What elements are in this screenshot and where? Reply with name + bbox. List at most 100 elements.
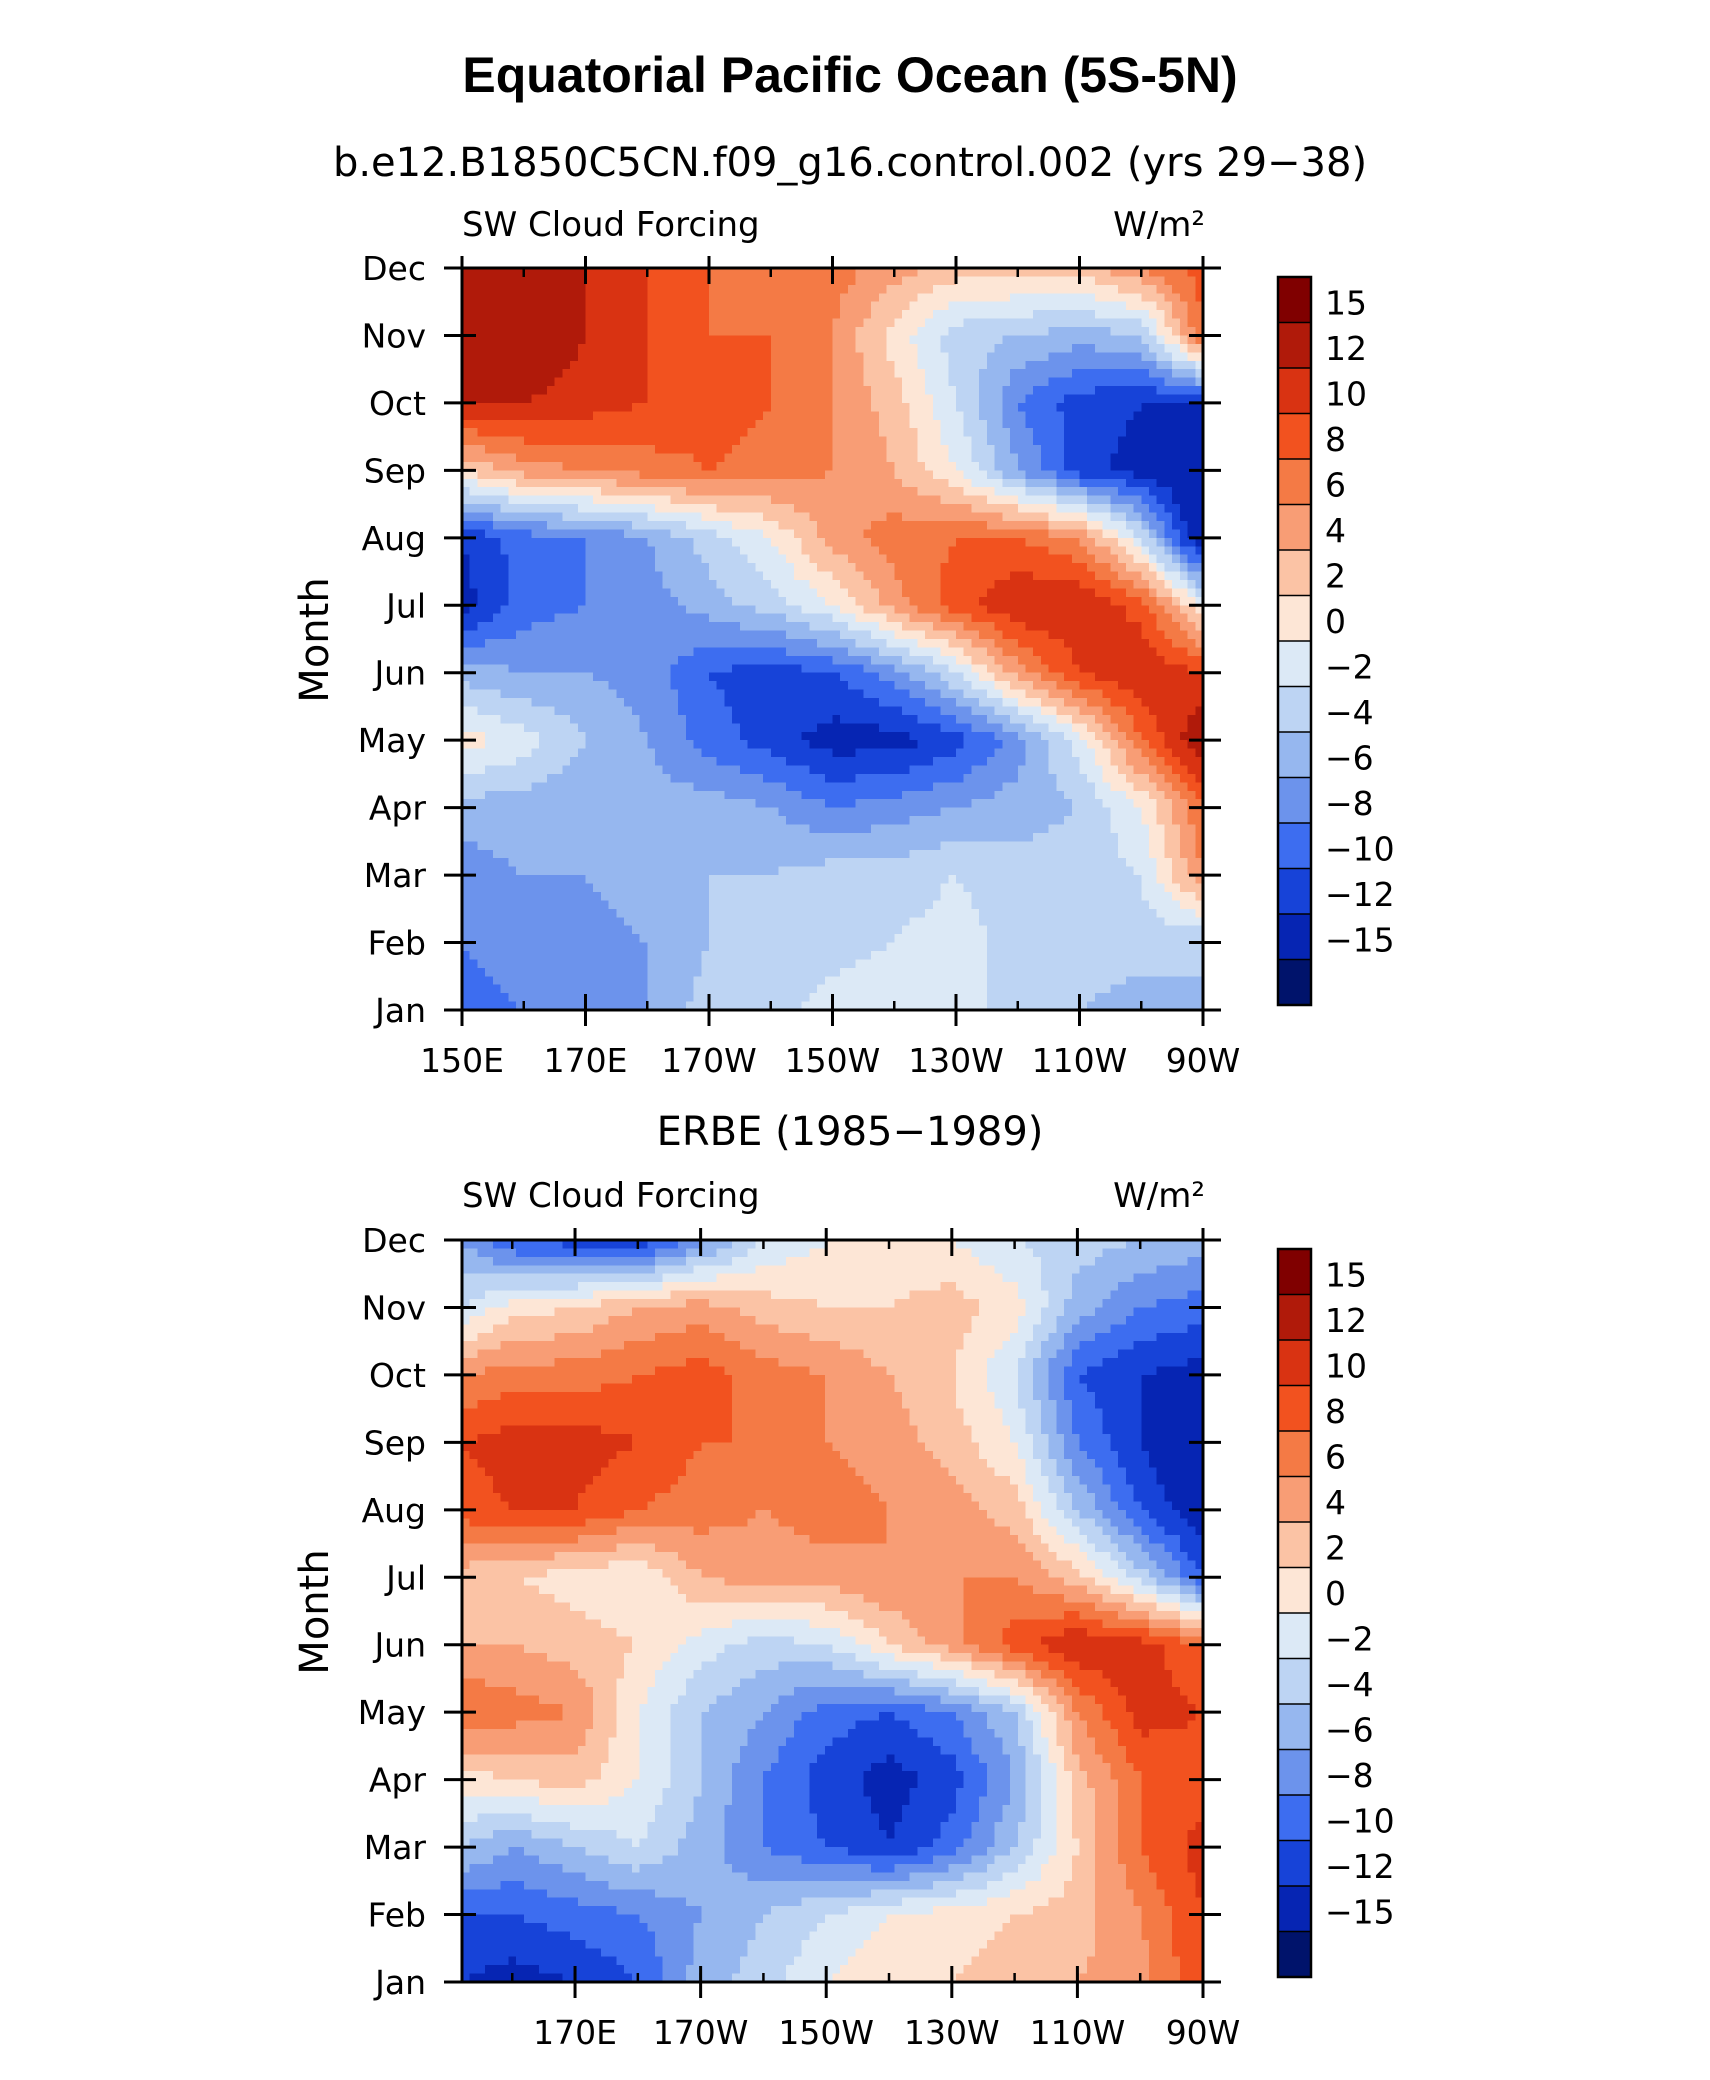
field-cell	[531, 605, 540, 615]
field-cell	[1133, 352, 1142, 362]
field-cell	[1102, 284, 1111, 294]
field-cell	[901, 596, 911, 606]
field-cell	[678, 588, 687, 598]
field-cell	[485, 419, 494, 429]
field-cell	[894, 664, 903, 674]
field-cell	[693, 681, 702, 691]
field-cell	[956, 276, 965, 286]
field-cell	[539, 310, 548, 320]
field-cell	[824, 453, 834, 463]
field-cell	[724, 310, 733, 320]
field-cell	[840, 318, 849, 328]
field-cell	[631, 689, 641, 699]
field-cell	[477, 310, 486, 320]
field-cell	[755, 630, 764, 640]
field-cell	[485, 360, 494, 370]
field-cell	[608, 327, 617, 337]
field-cell	[485, 596, 494, 606]
field-cell	[1110, 655, 1119, 665]
field-cell	[639, 613, 648, 623]
field-cell	[739, 335, 749, 345]
field-cell	[1071, 655, 1081, 665]
field-cell	[654, 512, 664, 522]
field-cell	[639, 689, 648, 699]
field-cell	[485, 293, 494, 303]
field-cell	[724, 268, 733, 278]
field-cell	[1110, 402, 1119, 412]
field-cell	[963, 394, 973, 404]
field-cell	[855, 343, 864, 353]
field-cell	[492, 487, 502, 497]
field-cell	[817, 571, 826, 581]
field-cell	[701, 318, 710, 328]
field-cell	[979, 681, 988, 691]
field-cell	[747, 579, 756, 590]
field-cell	[840, 301, 849, 311]
field-cell	[925, 537, 934, 547]
field-cell	[786, 672, 795, 682]
field-cell	[693, 478, 702, 488]
field-cell	[755, 504, 764, 514]
field-cell	[516, 554, 525, 564]
field-cell	[793, 630, 803, 640]
field-cell	[871, 301, 880, 311]
field-cell	[616, 386, 625, 396]
field-cell	[654, 698, 664, 708]
field-cell	[600, 377, 610, 387]
field-cell	[832, 453, 841, 463]
field-cell	[1056, 402, 1065, 412]
field-cell	[739, 445, 749, 455]
field-cell	[1064, 276, 1073, 286]
field-cell	[793, 613, 803, 623]
field-cell	[1133, 453, 1142, 463]
field-cell	[832, 563, 841, 573]
field-cell	[500, 571, 509, 581]
field-cell	[971, 377, 980, 387]
field-cell	[492, 470, 502, 480]
field-cell	[516, 529, 525, 539]
field-cell	[763, 613, 772, 623]
field-cell	[570, 335, 579, 345]
field-cell	[624, 563, 633, 573]
field-cell	[971, 554, 980, 564]
field-cell	[1010, 630, 1019, 640]
field-cell	[917, 445, 926, 455]
field-cell	[901, 529, 911, 539]
field-cell	[531, 301, 540, 311]
field-cell	[778, 613, 787, 623]
field-cell	[593, 318, 602, 328]
field-cell	[1133, 622, 1142, 632]
field-cell	[1056, 335, 1065, 345]
field-cell	[647, 596, 656, 606]
field-cell	[1195, 689, 1204, 699]
field-cell	[979, 520, 988, 530]
field-cell	[755, 495, 764, 505]
field-cell	[778, 622, 787, 632]
field-cell	[925, 529, 934, 539]
field-cell	[531, 681, 540, 691]
field-cell	[523, 655, 533, 665]
field-cell	[546, 546, 556, 556]
field-cell	[917, 293, 926, 303]
field-cell	[585, 655, 594, 665]
field-cell	[971, 318, 980, 328]
field-cell	[546, 461, 556, 471]
field-cell	[994, 293, 1003, 303]
field-cell	[840, 546, 849, 556]
field-cell	[793, 537, 803, 547]
field-cell	[1056, 563, 1065, 573]
field-cell	[554, 672, 563, 682]
field-cell	[1110, 512, 1119, 522]
field-cell	[824, 495, 834, 505]
field-cell	[956, 284, 965, 294]
field-cell	[485, 352, 494, 362]
field-cell	[1156, 504, 1166, 514]
field-cell	[492, 605, 502, 615]
field-cell	[1141, 445, 1150, 455]
field-cell	[1141, 268, 1150, 278]
field-cell	[817, 681, 826, 691]
field-cell	[678, 445, 687, 455]
field-cell	[585, 402, 594, 412]
field-cell	[1064, 402, 1073, 412]
field-cell	[662, 436, 672, 446]
